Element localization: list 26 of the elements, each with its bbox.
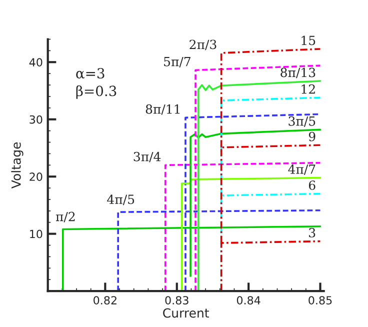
- y-tick-label: 30: [30, 115, 42, 124]
- x-tick-label: 0.85: [308, 296, 332, 304]
- annotation: α=3: [76, 68, 104, 79]
- annotation: 3: [309, 228, 316, 238]
- annotation: 2π/3: [190, 40, 216, 50]
- annotation: β=0.3: [76, 85, 116, 99]
- annotation: 8π/13: [280, 68, 316, 78]
- x-tick-label: 0.83: [165, 296, 188, 304]
- annotation: π/2: [56, 212, 75, 222]
- y-tick-label: 40: [29, 58, 42, 67]
- annotation: 3π/4: [134, 152, 161, 162]
- y-tick-label: 20: [30, 172, 42, 181]
- annotation: 5π/7: [164, 57, 190, 68]
- annotation: 9: [308, 132, 316, 142]
- x-tick-label: 0.82: [94, 296, 116, 304]
- annotation: 12: [302, 84, 315, 94]
- annotation: 15: [302, 36, 316, 46]
- annotation: 8π/11: [146, 104, 180, 115]
- annotation: 4π/5: [107, 194, 134, 206]
- annotation: 6: [308, 180, 316, 190]
- x-axis-title: Current: [163, 308, 210, 318]
- y-axis-title: Voltage: [11, 142, 24, 188]
- annotation: 3π/5: [288, 116, 316, 127]
- y-tick-label: 10: [30, 230, 42, 238]
- annotation: 4π/7: [288, 164, 316, 175]
- x-tick-label: 0.84: [236, 296, 260, 304]
